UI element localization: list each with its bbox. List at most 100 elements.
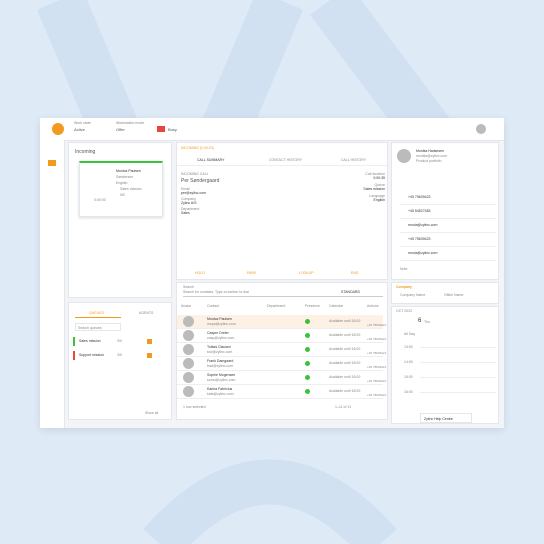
- column-header: Calendar: [329, 304, 344, 308]
- avatar[interactable]: [476, 124, 486, 134]
- tab[interactable]: CALL HISTORY: [341, 158, 367, 162]
- call-button[interactable]: HOLD: [195, 271, 205, 275]
- selected-count: 1 row selected: [183, 405, 206, 409]
- table-row[interactable]: [177, 329, 383, 343]
- tab-underline: [75, 317, 121, 318]
- directory-panel: Search Search for contacts. Type a numbe…: [176, 282, 388, 420]
- queue-name: Sales mission: [79, 339, 101, 343]
- search-mode[interactable]: STANDARD: [341, 290, 360, 294]
- tabs: CALL SUMMARY CONTACT HISTORY CALL HISTORY: [177, 157, 389, 166]
- action-number: +45 78639421: [367, 323, 387, 327]
- contact-email: tocl@zylinc.com: [207, 350, 233, 354]
- hour: 15:00: [404, 375, 413, 379]
- queue-search[interactable]: Search queues: [75, 323, 121, 331]
- call-button[interactable]: END: [351, 271, 359, 275]
- tab[interactable]: QUEUES: [89, 311, 104, 315]
- tag: NS: [120, 193, 125, 197]
- company-title: Company: [396, 285, 412, 289]
- table-row[interactable]: [177, 357, 383, 371]
- dropdown[interactable]: Offer: [116, 127, 125, 132]
- presence: [305, 375, 310, 380]
- action-number: +45 78639421: [367, 351, 387, 355]
- queue-count: 3/0: [117, 339, 122, 343]
- avatar: [183, 386, 194, 397]
- calendar-status: Available until 18:00: [329, 375, 361, 379]
- nav-icon[interactable]: [48, 160, 56, 166]
- entry[interactable]: +45 75639423: [408, 195, 431, 199]
- tab[interactable]: CONTACT HISTORY: [269, 158, 302, 162]
- show-all[interactable]: Show all: [145, 411, 159, 415]
- entry-divider: [400, 218, 496, 219]
- table-row[interactable]: [177, 385, 383, 399]
- queues-panel: QUEUES AGENTS Search queues Sales missio…: [68, 302, 172, 420]
- status-flag: [157, 126, 165, 132]
- table-row[interactable]: [177, 315, 383, 329]
- call-button[interactable]: LOOKUP: [299, 271, 314, 275]
- action-number: +45 78639421: [367, 365, 387, 369]
- tab[interactable]: CALL SUMMARY: [197, 158, 225, 162]
- table-row[interactable]: [177, 343, 383, 357]
- sidebar: [40, 140, 65, 428]
- queue-toggle[interactable]: [147, 353, 152, 358]
- timer: 0:00:00: [94, 198, 106, 202]
- caller: Monica Paulsen: [116, 169, 141, 173]
- caller-name: Per Søndergaard: [181, 178, 220, 184]
- entry-divider: [400, 204, 496, 205]
- contact-panel: Monika Hadsesen monika@zylinc.com Produc…: [391, 142, 499, 280]
- hour: 16:00: [404, 390, 413, 394]
- entry[interactable]: +45 75639423: [408, 237, 431, 241]
- info-label: Queue: [374, 183, 385, 187]
- field-label: Email: [181, 187, 190, 191]
- presence: [305, 361, 310, 366]
- table-row[interactable]: [177, 371, 383, 385]
- tab[interactable]: AGENTS: [139, 311, 154, 315]
- info-label: Language: [369, 194, 385, 198]
- contact-name: Monica Paulsen: [207, 317, 232, 321]
- column-header: Department: [267, 304, 286, 308]
- field-value: Zylinc A/S: [181, 201, 197, 205]
- pagination: 1–11 of 11: [335, 405, 352, 409]
- contact-email: monika@zylinc.com: [416, 154, 448, 158]
- field-value: per@zylinc.com: [181, 191, 206, 195]
- field: Company Name: [400, 293, 426, 297]
- action-number: +45 78639421: [367, 379, 387, 383]
- action-number: +45 78639421: [367, 393, 387, 397]
- avatar: [183, 316, 194, 327]
- call-card[interactable]: Monica Paulsen Søndersen English Sales m…: [79, 161, 163, 217]
- calendar-status: Available until 18:00: [329, 347, 361, 351]
- contact-email: frad@zylinc.com: [207, 364, 233, 368]
- avatar: [397, 149, 411, 163]
- field: Office Name: [444, 293, 464, 297]
- call-button[interactable]: PARK: [247, 271, 257, 275]
- incoming-panel: Incoming Monica Paulsen Søndersen Englis…: [68, 142, 172, 298]
- app-window: Work state Active Workstation mode Offer…: [40, 118, 504, 428]
- search-input[interactable]: Search for contacts. Type a number to di…: [183, 290, 249, 294]
- heading: INCOMING CALL: [181, 172, 209, 176]
- caller-sub: Søndersen: [116, 175, 134, 179]
- column-header: Actions: [367, 304, 379, 308]
- weekday: Thu: [424, 320, 431, 324]
- column-header: Presence: [305, 304, 320, 308]
- contact-name: Sophie Mogensen: [207, 373, 236, 377]
- entry-divider: [400, 246, 496, 247]
- entry[interactable]: monia@zylinc.com: [408, 251, 438, 255]
- info-value: English: [373, 198, 385, 202]
- hour-line: [420, 377, 496, 378]
- queue-color: [73, 351, 75, 360]
- contact-name: Casper Dreier: [207, 331, 229, 335]
- entry[interactable]: monia@zylinc.com: [408, 223, 438, 227]
- contact-email: casp@zylinc.com: [207, 336, 235, 340]
- hour-line: [420, 347, 496, 348]
- dropdown[interactable]: Active: [74, 127, 85, 132]
- title: Incoming: [75, 149, 96, 155]
- presence: [305, 319, 310, 324]
- contact-name: Frank Damgaard: [207, 359, 234, 363]
- hour-line: [420, 362, 496, 363]
- calendar-status: Available until 18:00: [329, 319, 361, 323]
- help-button[interactable]: Zylinc Help Centre: [420, 413, 472, 423]
- company-panel: Company Company Name Office Name: [391, 282, 499, 304]
- queue-toggle[interactable]: [147, 339, 152, 344]
- entry[interactable]: +45 54527483: [408, 209, 431, 213]
- status[interactable]: Busy: [168, 127, 177, 132]
- field-label: Department: [181, 207, 200, 211]
